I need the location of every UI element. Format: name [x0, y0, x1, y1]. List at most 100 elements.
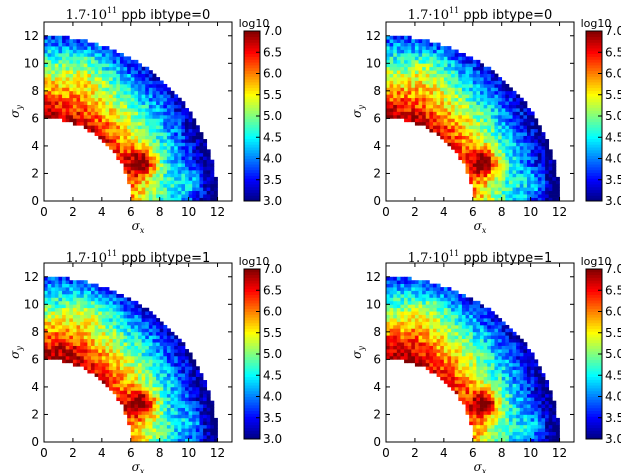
heatmap-cell: [152, 163, 157, 167]
heatmap-cell: [51, 83, 56, 88]
heatmap-cell: [105, 135, 110, 140]
heatmap-cell: [76, 297, 81, 302]
heatmap-cell: [44, 59, 48, 64]
heatmap-cell: [130, 404, 135, 408]
heatmap-cell: [83, 280, 88, 284]
heatmap-cell: [123, 145, 128, 150]
colorbar-segment: [244, 56, 260, 60]
colorbar-segment: [244, 280, 260, 284]
heatmap-cell: [105, 139, 110, 143]
heatmap-cell: [501, 125, 506, 130]
heatmap-cell: [116, 328, 121, 333]
heatmap-cell: [407, 83, 412, 88]
heatmap-cell: [458, 349, 463, 353]
heatmap-cell: [458, 111, 463, 116]
heatmap-cell: [94, 52, 99, 57]
heatmap-cell: [440, 338, 445, 343]
heatmap-cell: [152, 87, 157, 92]
heatmap-cell: [181, 118, 186, 123]
heatmap-cell: [119, 373, 124, 377]
heatmap-cell: [174, 104, 179, 109]
heatmap-cell: [80, 114, 85, 119]
heatmap-cell: [101, 304, 106, 309]
heatmap-cell: [138, 335, 142, 340]
heatmap-cell: [440, 46, 445, 50]
heatmap-cell: [425, 283, 430, 288]
heatmap-cell: [386, 321, 390, 326]
heatmap-cell: [159, 135, 164, 140]
heatmap-cell: [476, 128, 481, 133]
heatmap-cell: [476, 180, 481, 185]
heatmap-cell: [72, 49, 77, 54]
heatmap-cell: [119, 108, 124, 112]
heatmap-cell: [451, 108, 456, 112]
heatmap-cell: [407, 359, 412, 364]
heatmap-cell: [44, 290, 48, 295]
heatmap-cell: [156, 383, 161, 388]
heatmap-cell: [458, 355, 463, 360]
heatmap-cell: [127, 307, 132, 312]
heatmap-cell: [69, 345, 74, 350]
heatmap-cell: [465, 152, 470, 157]
heatmap-cell: [91, 290, 95, 295]
heatmap-cell: [411, 293, 416, 298]
heatmap-cell: [145, 180, 150, 185]
heatmap-cell: [91, 338, 95, 343]
heatmap-cell: [130, 152, 135, 157]
heatmap-cell: [458, 114, 463, 119]
heatmap-cell: [433, 366, 437, 371]
heatmap-cell: [138, 118, 142, 123]
heatmap-cell: [548, 173, 553, 178]
heatmap-cell: [447, 383, 452, 388]
heatmap-cell: [130, 386, 135, 391]
heatmap-cell: [534, 121, 539, 126]
heatmap-cell: [552, 190, 557, 195]
heatmap-cell: [400, 297, 405, 302]
heatmap-cell: [156, 414, 161, 419]
heatmap-cell: [407, 52, 412, 57]
heatmap-cell: [65, 287, 70, 291]
heatmap-cell: [98, 321, 103, 326]
colorbar-segment: [244, 274, 260, 278]
heatmap-cell: [51, 328, 56, 333]
heatmap-cell: [98, 342, 103, 346]
heatmap-cell: [80, 328, 85, 333]
colorbar-segment: [586, 42, 602, 46]
colorbar-tick-label: 4.5: [263, 130, 282, 144]
heatmap-cell: [516, 163, 521, 167]
heatmap-cell: [393, 111, 398, 116]
heatmap-cell: [166, 411, 171, 415]
colorbar-label: log10: [581, 17, 612, 30]
heatmap-cell: [425, 342, 430, 346]
colorbar-segment: [244, 155, 260, 159]
heatmap-cell: [138, 125, 142, 130]
heatmap-cell: [134, 314, 139, 319]
heatmap-cell: [119, 56, 124, 61]
heatmap-cell: [69, 70, 74, 74]
heatmap-cell: [170, 190, 175, 195]
heatmap-cell: [181, 163, 186, 167]
colorbar-segment: [244, 371, 260, 375]
heatmap-cell: [389, 314, 394, 319]
heatmap-cell: [91, 125, 95, 130]
heatmap-cell: [501, 83, 506, 88]
heatmap-cell: [119, 359, 124, 364]
heatmap-cell: [389, 287, 394, 291]
heatmap-cell: [451, 331, 456, 336]
heatmap-cell: [451, 369, 456, 374]
heatmap-cell: [458, 66, 463, 71]
heatmap-cell: [112, 345, 117, 350]
heatmap-cell: [447, 59, 452, 64]
heatmap-cell: [418, 77, 423, 81]
heatmap-cell: [199, 183, 204, 188]
heatmap-cell: [138, 404, 142, 408]
heatmap-cell: [519, 173, 524, 178]
heatmap-cell: [425, 293, 430, 298]
heatmap-cell: [490, 80, 495, 85]
heatmap-cell: [177, 156, 182, 161]
heatmap-cell: [69, 293, 74, 298]
heatmap-cell: [174, 386, 179, 391]
heatmap-cell: [451, 59, 456, 64]
heatmap-cell: [443, 114, 448, 119]
heatmap-cell: [472, 183, 477, 188]
